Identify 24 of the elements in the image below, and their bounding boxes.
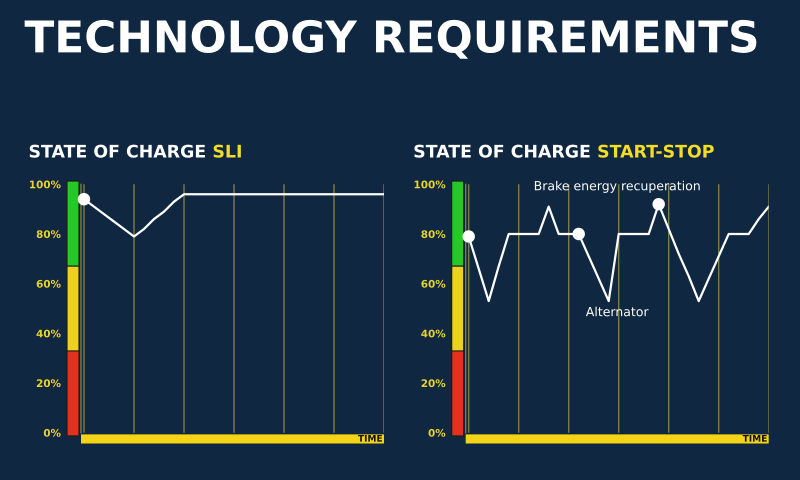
chart-subtitle: START-STOP <box>598 144 714 158</box>
point <box>462 230 475 243</box>
y-tick-label: 80% <box>36 230 61 238</box>
y-tick-label: 20% <box>36 379 61 388</box>
y-tick-label: 40% <box>421 330 446 338</box>
y-tick-label: 80% <box>421 230 446 238</box>
chart-title: STATE OF CHARGE <box>30 144 205 158</box>
y-tick-label: 20% <box>422 379 446 388</box>
y-tick-label: 100% <box>30 180 61 188</box>
x-axis-title: TIME <box>742 435 767 442</box>
point <box>572 228 585 240</box>
annotation: Alternator <box>586 306 649 316</box>
annotation: Brake energy recuperation <box>534 180 700 193</box>
y-tick-label: 60% <box>421 280 446 288</box>
y-tick-label: 40% <box>36 330 61 338</box>
y-tick-label: 0% <box>428 428 446 437</box>
y-tick-label: 100% <box>414 180 446 188</box>
x-axis-title: TIME <box>358 435 382 442</box>
chart-title: STATE OF CHARGE <box>414 144 590 158</box>
text: TECHNOLOGY REQUIREMENTS <box>24 20 756 59</box>
point <box>652 198 665 210</box>
y-tick-label: 60% <box>36 280 61 288</box>
y-tick-label: 0% <box>44 428 61 437</box>
chart-subtitle: SLI <box>214 144 241 158</box>
